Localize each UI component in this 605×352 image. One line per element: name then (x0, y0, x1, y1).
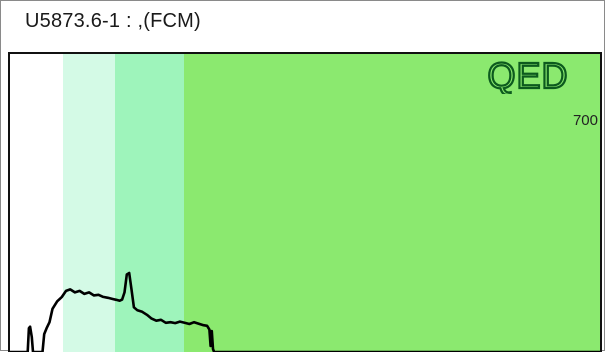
qed-logo-text: QED (487, 58, 568, 94)
band-light (63, 54, 115, 352)
band-medium (115, 54, 184, 352)
qed-logo: QED (486, 58, 568, 94)
band-dark (184, 54, 600, 352)
scale-value-label: 700 (572, 112, 598, 129)
trace-line (10, 271, 600, 352)
plot-area[interactable]: QED 700 (8, 52, 602, 352)
window-title: U5873.6-1 : ,(FCM) (25, 10, 201, 32)
trace-graph (10, 271, 600, 352)
window-title-bar[interactable]: U5873.6-1 : ,(FCM) (1, 1, 604, 45)
